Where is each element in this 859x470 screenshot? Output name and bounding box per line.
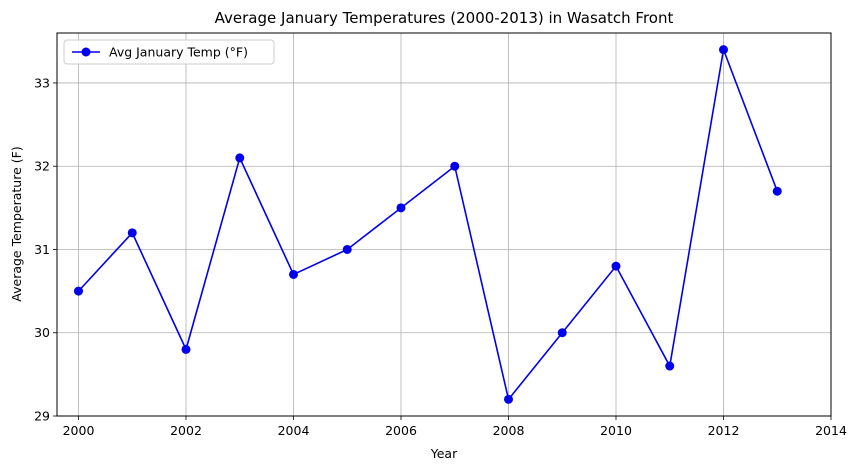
series-line bbox=[77, 46, 778, 402]
x-tick-label: 2000 bbox=[63, 423, 95, 438]
data-point bbox=[719, 45, 728, 55]
x-tick-label: 2012 bbox=[708, 423, 740, 438]
x-tick-label: 2014 bbox=[815, 423, 847, 438]
x-tick-label: 2008 bbox=[493, 423, 525, 438]
series-layer bbox=[74, 45, 782, 404]
data-point bbox=[74, 286, 83, 296]
legend: Avg January Temp (°F) bbox=[63, 39, 275, 65]
data-point bbox=[235, 153, 245, 163]
plot-frame bbox=[56, 32, 832, 417]
y-tick-label: 31 bbox=[34, 242, 50, 257]
y-axis-label: Average Temperature (F) bbox=[9, 146, 24, 301]
grid bbox=[57, 33, 832, 417]
data-point bbox=[450, 161, 460, 171]
data-point bbox=[557, 328, 567, 338]
data-point bbox=[396, 203, 406, 213]
ticks: 2000 2002 2004 2006 2008 2010 2012 2014 29 30 31 32… bbox=[34, 75, 847, 438]
data-point bbox=[289, 269, 298, 279]
data-point bbox=[342, 244, 352, 254]
data-point bbox=[611, 261, 621, 271]
legend-box bbox=[63, 39, 275, 65]
y-tick-label: 33 bbox=[34, 75, 50, 90]
x-tick-label: 2004 bbox=[278, 423, 310, 438]
data-point bbox=[127, 228, 137, 238]
data-point bbox=[772, 186, 782, 196]
data-point bbox=[504, 394, 513, 404]
chart-title: Average January Temperatures (2000-2013)… bbox=[215, 9, 674, 27]
data-point bbox=[181, 344, 191, 354]
y-tick-label: 30 bbox=[34, 325, 50, 340]
x-tick-label: 2006 bbox=[385, 423, 417, 438]
y-tick-label: 29 bbox=[34, 409, 50, 424]
legend-marker bbox=[81, 47, 91, 57]
x-tick-label: 2002 bbox=[170, 423, 202, 438]
x-axis-label: Year bbox=[430, 446, 458, 461]
legend-label: Avg January Temp (°F) bbox=[109, 45, 248, 60]
x-tick-label: 2010 bbox=[600, 423, 632, 438]
y-tick-label: 32 bbox=[34, 159, 50, 174]
data-point bbox=[665, 361, 675, 371]
